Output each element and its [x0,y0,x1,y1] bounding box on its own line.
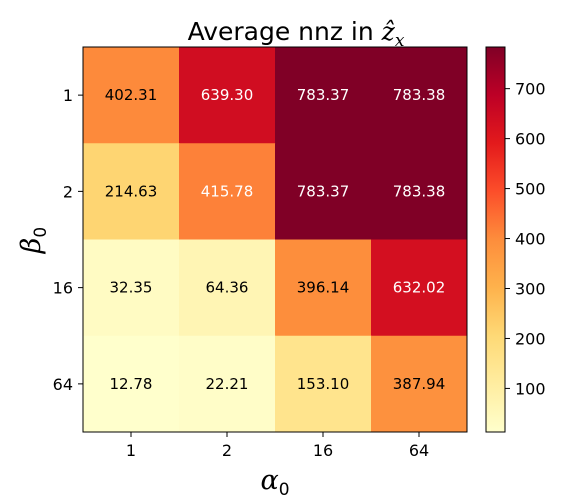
heatmap-cell [275,47,372,144]
cell-value-label: 32.35 [110,279,153,297]
y-axis-label-sub: 0 [31,227,51,238]
colorbar-tick-label: 200 [515,329,546,348]
y-axis-label: β0 [16,227,51,254]
x-axis-ticks: 1 2 16 64 [126,432,429,460]
cell-value-label: 402.31 [105,86,158,104]
colorbar-tick-label: 300 [515,280,546,299]
colorbar-tick-label: 700 [515,80,546,99]
heatmap-cell [371,335,468,433]
x-axis-label-sub: 0 [279,480,290,500]
cell-value-label: 214.63 [105,182,158,200]
chart-title: Average nnz in ẑx [188,17,405,51]
cell-value-label: 632.02 [393,279,446,297]
chart-title-math-sub: x [395,31,405,51]
colorbar-tick-label: 500 [515,180,546,199]
cell-value-label: 12.78 [110,375,153,393]
cell-value-label: 64.36 [206,279,249,297]
cell-value-label: 639.30 [201,86,254,104]
x-tick-label: 2 [222,441,232,460]
cell-value-label: 783.37 [297,182,350,200]
heatmap-cells [83,47,468,433]
x-tick-label: 16 [313,441,333,460]
cell-value-label: 396.14 [297,279,350,297]
y-axis-label-symbol: β [16,238,47,255]
cell-value-label: 387.94 [393,375,446,393]
cell-value-label: 22.21 [206,375,249,393]
heatmap-cell-labels: 402.31 639.30 783.37 783.38 214.63 415.78 783.… [105,86,446,393]
y-tick-label: 16 [53,279,73,298]
heatmap-cell [371,239,468,337]
heatmap-cell [371,47,468,144]
y-tick-label: 2 [63,182,73,201]
cell-value-label: 783.38 [393,86,446,104]
chart-title-text: Average nnz in [188,17,382,46]
x-axis-label-symbol: α [260,465,278,496]
heatmap-cell [83,335,180,433]
plot-frame [82,46,468,433]
colorbar-tick-label: 100 [515,379,546,398]
y-tick-label: 1 [63,86,73,105]
heatmap-cell [371,143,468,240]
heatmap-cell [83,47,180,144]
colorbar-tick-label: 400 [515,230,546,249]
heatmap-cell [179,335,276,433]
heatmap-cell [275,335,372,433]
chart-title-math: ẑ [381,17,396,46]
heatmap-cell [179,47,276,144]
heatmap-cell [275,239,372,337]
colorbar-ticks: 100 200 300 400 500 600 700 [505,80,546,398]
cell-value-label: 783.38 [393,182,446,200]
heatmap-cell [179,239,276,337]
colorbar [485,46,506,433]
cell-value-label: 415.78 [201,182,254,200]
x-tick-label: 64 [409,441,429,460]
heatmap-cell [179,143,276,240]
x-tick-label: 1 [126,441,136,460]
heatmap-cell [83,239,180,337]
colorbar-tick-label: 600 [515,130,546,149]
x-axis-label: α0 [260,465,289,500]
cell-value-label: 783.37 [297,86,350,104]
cell-value-label: 153.10 [297,375,350,393]
y-tick-label: 64 [53,375,73,394]
heatmap-cell [83,143,180,240]
heatmap-cell [275,143,372,240]
y-axis-ticks: 1 2 16 64 [53,86,83,394]
